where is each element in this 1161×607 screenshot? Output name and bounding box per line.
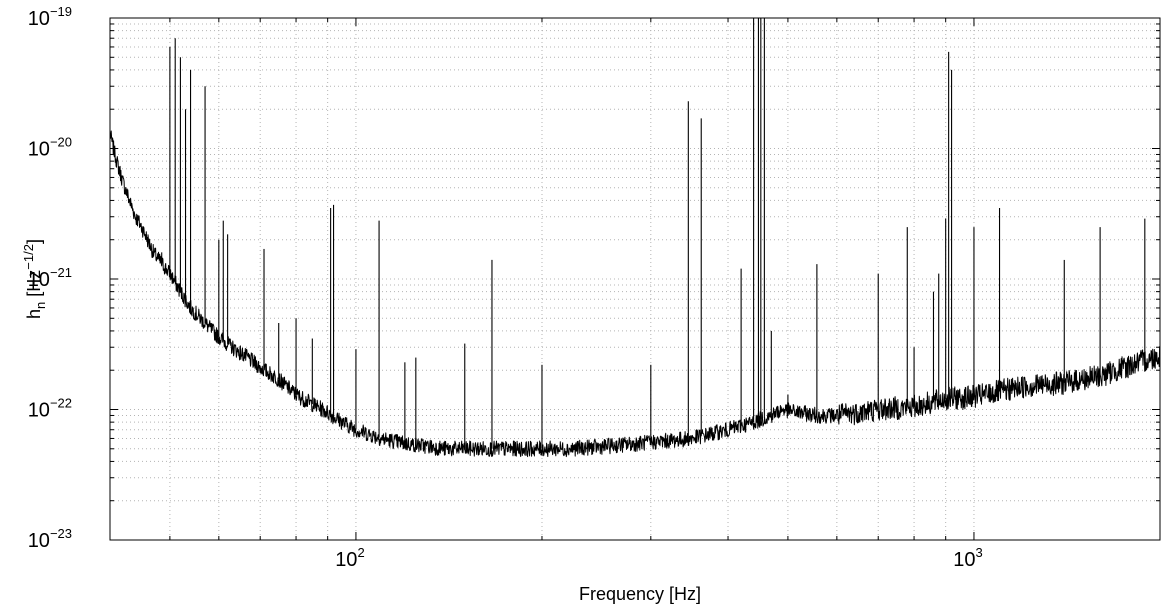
x-tick-label: 103 <box>953 545 982 571</box>
y-tick-label: 10−22 <box>28 396 72 422</box>
y-label-unit-close: ] <box>24 239 44 244</box>
y-tick-exponent: −22 <box>50 396 72 411</box>
y-tick-base: 10 <box>28 8 50 30</box>
y-tick-base: 10 <box>28 269 50 291</box>
y-tick-base: 10 <box>28 530 50 552</box>
y-label-main: h <box>24 309 44 319</box>
y-label-unit-open: [Hz <box>24 270 44 302</box>
y-tick-exponent: −19 <box>50 4 72 19</box>
y-label-sub: n <box>33 302 48 309</box>
y-tick-exponent: −23 <box>50 526 72 541</box>
spectrum-series <box>109 18 1161 458</box>
y-axis-label: hn [Hz−1/2] <box>21 239 48 319</box>
y-tick-base: 10 <box>28 400 50 422</box>
x-tick-label: 102 <box>335 545 364 571</box>
grid <box>110 18 1160 540</box>
x-tick-base: 10 <box>335 549 357 571</box>
y-tick-label: 10−23 <box>28 526 72 552</box>
y-tick-label: 10−21 <box>28 265 72 291</box>
y-tick-exponent: −20 <box>50 135 72 150</box>
x-tick-exponent: 2 <box>357 545 364 560</box>
x-axis-label: Frequency [Hz] <box>579 584 701 604</box>
x-tick-base: 10 <box>953 549 975 571</box>
x-tick-exponent: 3 <box>975 545 982 560</box>
y-tick-base: 10 <box>28 139 50 161</box>
spectrum-line <box>109 130 1161 458</box>
y-tick-label: 10−20 <box>28 135 72 161</box>
y-label-unit-exp: −1/2 <box>21 244 36 270</box>
y-tick-exponent: −21 <box>50 265 72 280</box>
plot-frame <box>109 17 1161 541</box>
y-tick-label: 10−19 <box>28 4 72 30</box>
